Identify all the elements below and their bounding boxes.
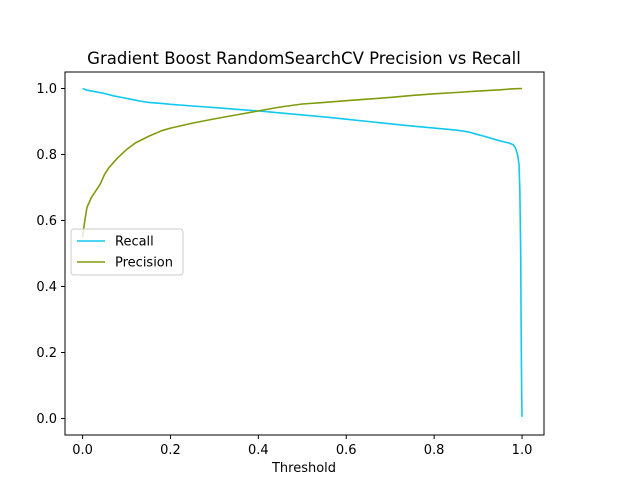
y-tick-label: 0.6 <box>36 214 57 229</box>
series-line-recall <box>82 87 523 417</box>
x-tick-label: 1.0 <box>512 443 533 458</box>
y-tick-label: 0.8 <box>36 148 57 163</box>
chart-title: Gradient Boost RandomSearchCV Precision … <box>87 49 521 68</box>
series-lines <box>81 87 523 417</box>
legend: Recall Precision <box>70 228 184 276</box>
x-axis: 0.0 0.2 0.4 0.6 0.8 1.0 <box>72 435 532 458</box>
y-axis: 0.0 0.2 0.4 0.6 0.8 1.0 <box>36 82 65 427</box>
y-tick-label: 1.0 <box>36 82 57 97</box>
y-tick-label: 0.2 <box>36 346 57 361</box>
x-tick-label: 0.2 <box>160 443 181 458</box>
x-tick-label: 0.0 <box>72 443 93 458</box>
legend-label-recall: Recall <box>115 235 154 250</box>
legend-label-precision: Precision <box>115 256 173 271</box>
x-axis-label: Threshold <box>271 461 336 476</box>
x-tick-label: 0.8 <box>424 443 445 458</box>
y-tick-label: 0.4 <box>36 280 57 295</box>
axes-frame <box>64 71 545 436</box>
x-tick-label: 0.4 <box>248 443 269 458</box>
x-tick-label: 0.6 <box>336 443 357 458</box>
y-tick-label: 0.0 <box>36 412 57 427</box>
series-line-precision <box>81 87 523 238</box>
